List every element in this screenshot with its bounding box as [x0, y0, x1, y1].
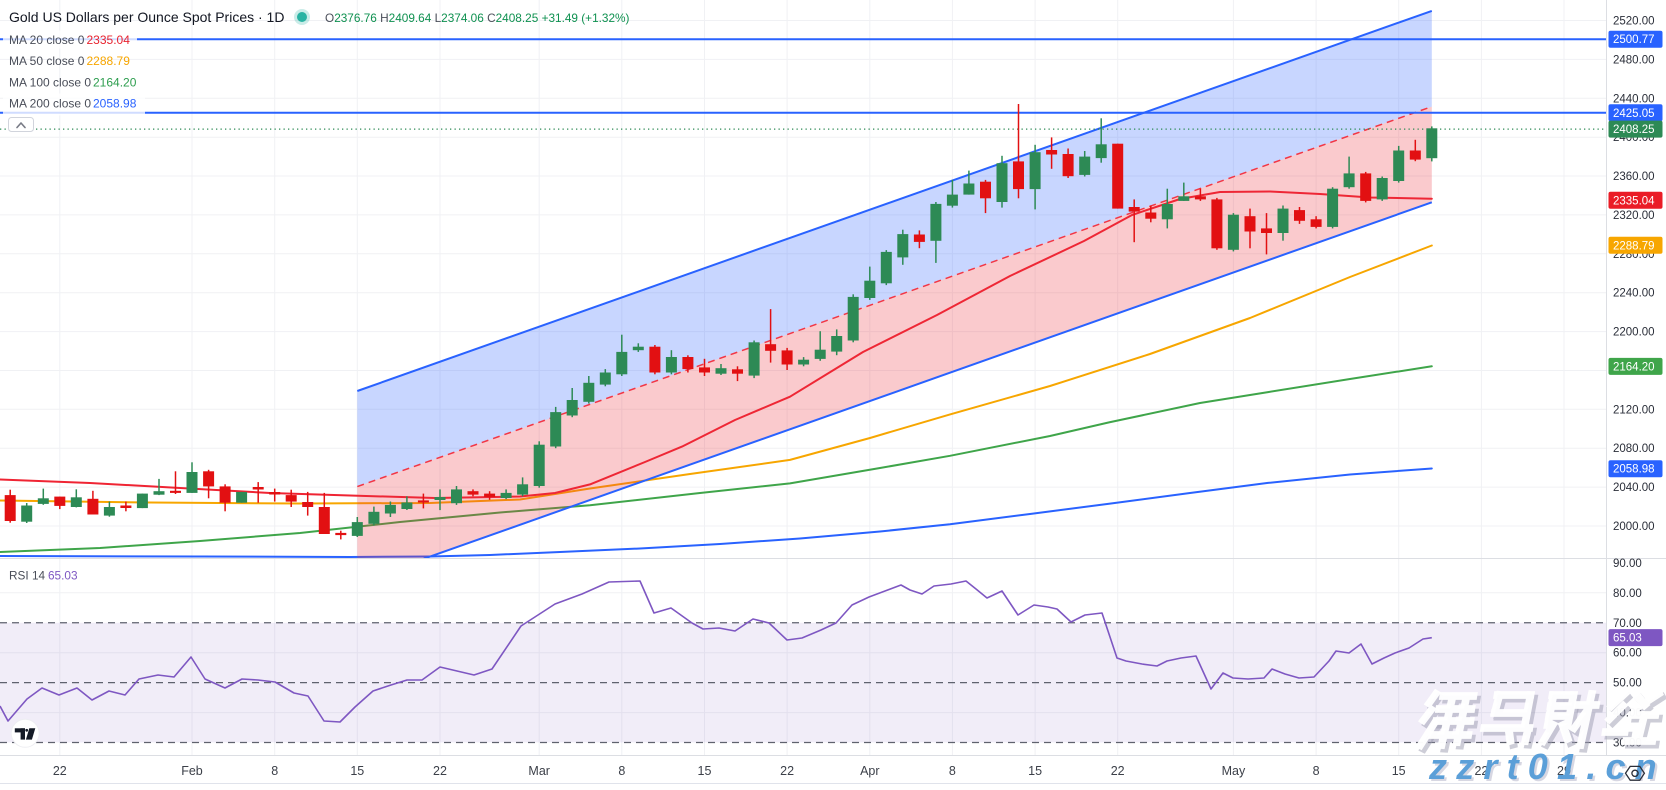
- svg-text:65.03: 65.03: [1613, 633, 1642, 645]
- svg-text:22: 22: [780, 764, 794, 778]
- svg-text:8: 8: [949, 764, 956, 778]
- svg-text:22: 22: [53, 764, 67, 778]
- svg-text:Apr: Apr: [860, 764, 879, 778]
- svg-text:80.00: 80.00: [1613, 588, 1642, 600]
- svg-text:8: 8: [271, 764, 278, 778]
- svg-text:Mar: Mar: [528, 764, 550, 778]
- svg-text:65.03: 65.03: [48, 569, 78, 583]
- svg-text:70.00: 70.00: [1613, 618, 1642, 630]
- svg-text:May: May: [1222, 764, 1246, 778]
- svg-text:2335.04: 2335.04: [1613, 195, 1655, 207]
- svg-text:2080.00: 2080.00: [1613, 443, 1655, 455]
- svg-text:2200.00: 2200.00: [1613, 327, 1655, 339]
- svg-text:2408.25: 2408.25: [1613, 124, 1655, 136]
- svg-text:2120.00: 2120.00: [1613, 404, 1655, 416]
- svg-text:Feb: Feb: [181, 764, 203, 778]
- svg-text:60.00: 60.00: [1613, 648, 1642, 660]
- svg-text:90.00: 90.00: [1613, 558, 1642, 570]
- svg-text:2440.00: 2440.00: [1613, 93, 1655, 105]
- svg-text:MA 200 close 0: MA 200 close 0: [9, 97, 91, 111]
- svg-text:2480.00: 2480.00: [1613, 54, 1655, 66]
- svg-text:2500.77: 2500.77: [1613, 34, 1655, 46]
- svg-text:2040.00: 2040.00: [1613, 482, 1655, 494]
- svg-text:15: 15: [1392, 764, 1406, 778]
- svg-text:RSI 14: RSI 14: [9, 569, 46, 583]
- svg-text:2520.00: 2520.00: [1613, 16, 1655, 28]
- svg-text:2164.20: 2164.20: [1613, 361, 1655, 373]
- svg-text:22: 22: [1474, 764, 1488, 778]
- svg-text:zzrt01.cn: zzrt01.cn: [1430, 748, 1666, 785]
- svg-text:2320.00: 2320.00: [1613, 210, 1655, 222]
- svg-text:2164.20: 2164.20: [93, 75, 137, 89]
- svg-text:2058.98: 2058.98: [1613, 464, 1655, 476]
- svg-text:2360.00: 2360.00: [1613, 171, 1655, 183]
- svg-text:2288.79: 2288.79: [87, 54, 131, 68]
- svg-text:O2376.76 H2409.64 L2374.06 C24: O2376.76 H2409.64 L2374.06 C2408.25 +31.…: [325, 11, 630, 25]
- svg-text:MA 20 close 0: MA 20 close 0: [9, 33, 85, 47]
- svg-text:15: 15: [698, 764, 712, 778]
- svg-text:MA 100 close 0: MA 100 close 0: [9, 75, 91, 89]
- svg-text:50.00: 50.00: [1613, 678, 1642, 690]
- svg-text:15: 15: [1028, 764, 1042, 778]
- svg-text:29: 29: [1557, 764, 1571, 778]
- svg-text:2240.00: 2240.00: [1613, 288, 1655, 300]
- svg-text:8: 8: [1313, 764, 1320, 778]
- svg-text:2000.00: 2000.00: [1613, 521, 1655, 533]
- svg-text:15: 15: [350, 764, 364, 778]
- svg-text:2335.04: 2335.04: [87, 33, 131, 47]
- svg-text:8: 8: [618, 764, 625, 778]
- svg-text:MA 50 close 0: MA 50 close 0: [9, 54, 85, 68]
- svg-text:22: 22: [1111, 764, 1125, 778]
- svg-text:2425.05: 2425.05: [1613, 108, 1655, 120]
- svg-text:2058.98: 2058.98: [93, 97, 137, 111]
- svg-text:22: 22: [433, 764, 447, 778]
- svg-text:2288.79: 2288.79: [1613, 240, 1655, 252]
- svg-text:Gold US Dollars per Ounce Spot: Gold US Dollars per Ounce Spot Prices · …: [9, 9, 284, 25]
- svg-text:zzrt01.cn: zzrt01.cn: [1428, 746, 1666, 785]
